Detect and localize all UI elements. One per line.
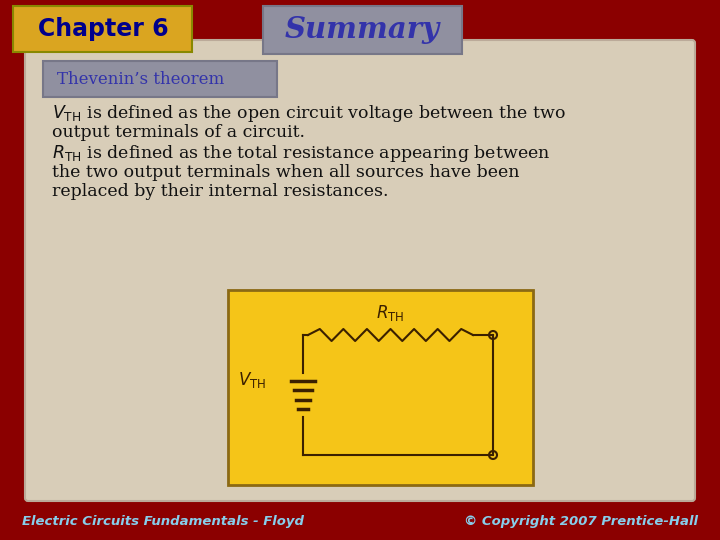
Text: Electric Circuits Fundamentals - Floyd: Electric Circuits Fundamentals - Floyd xyxy=(22,516,304,529)
Text: the two output terminals when all sources have been: the two output terminals when all source… xyxy=(52,164,520,181)
Text: $R_\mathrm{TH}$: $R_\mathrm{TH}$ xyxy=(377,303,405,323)
Text: replaced by their internal resistances.: replaced by their internal resistances. xyxy=(52,183,389,200)
Text: $V_\mathrm{TH}$: $V_\mathrm{TH}$ xyxy=(238,370,266,390)
Bar xyxy=(228,290,533,485)
FancyBboxPatch shape xyxy=(263,6,462,54)
FancyBboxPatch shape xyxy=(13,6,192,52)
Text: Thevenin’s theorem: Thevenin’s theorem xyxy=(57,71,224,87)
Text: $R_\mathrm{TH}$ is defined as the total resistance appearing between: $R_\mathrm{TH}$ is defined as the total … xyxy=(52,143,550,164)
Text: © Copyright 2007 Prentice-Hall: © Copyright 2007 Prentice-Hall xyxy=(464,516,698,529)
Text: output terminals of a circuit.: output terminals of a circuit. xyxy=(52,124,305,141)
FancyBboxPatch shape xyxy=(43,61,277,97)
Text: $V_\mathrm{TH}$ is defined as the open circuit voltage between the two: $V_\mathrm{TH}$ is defined as the open c… xyxy=(52,103,566,124)
Text: Summary: Summary xyxy=(284,16,439,44)
Text: Chapter 6: Chapter 6 xyxy=(37,17,168,41)
FancyBboxPatch shape xyxy=(25,40,695,501)
